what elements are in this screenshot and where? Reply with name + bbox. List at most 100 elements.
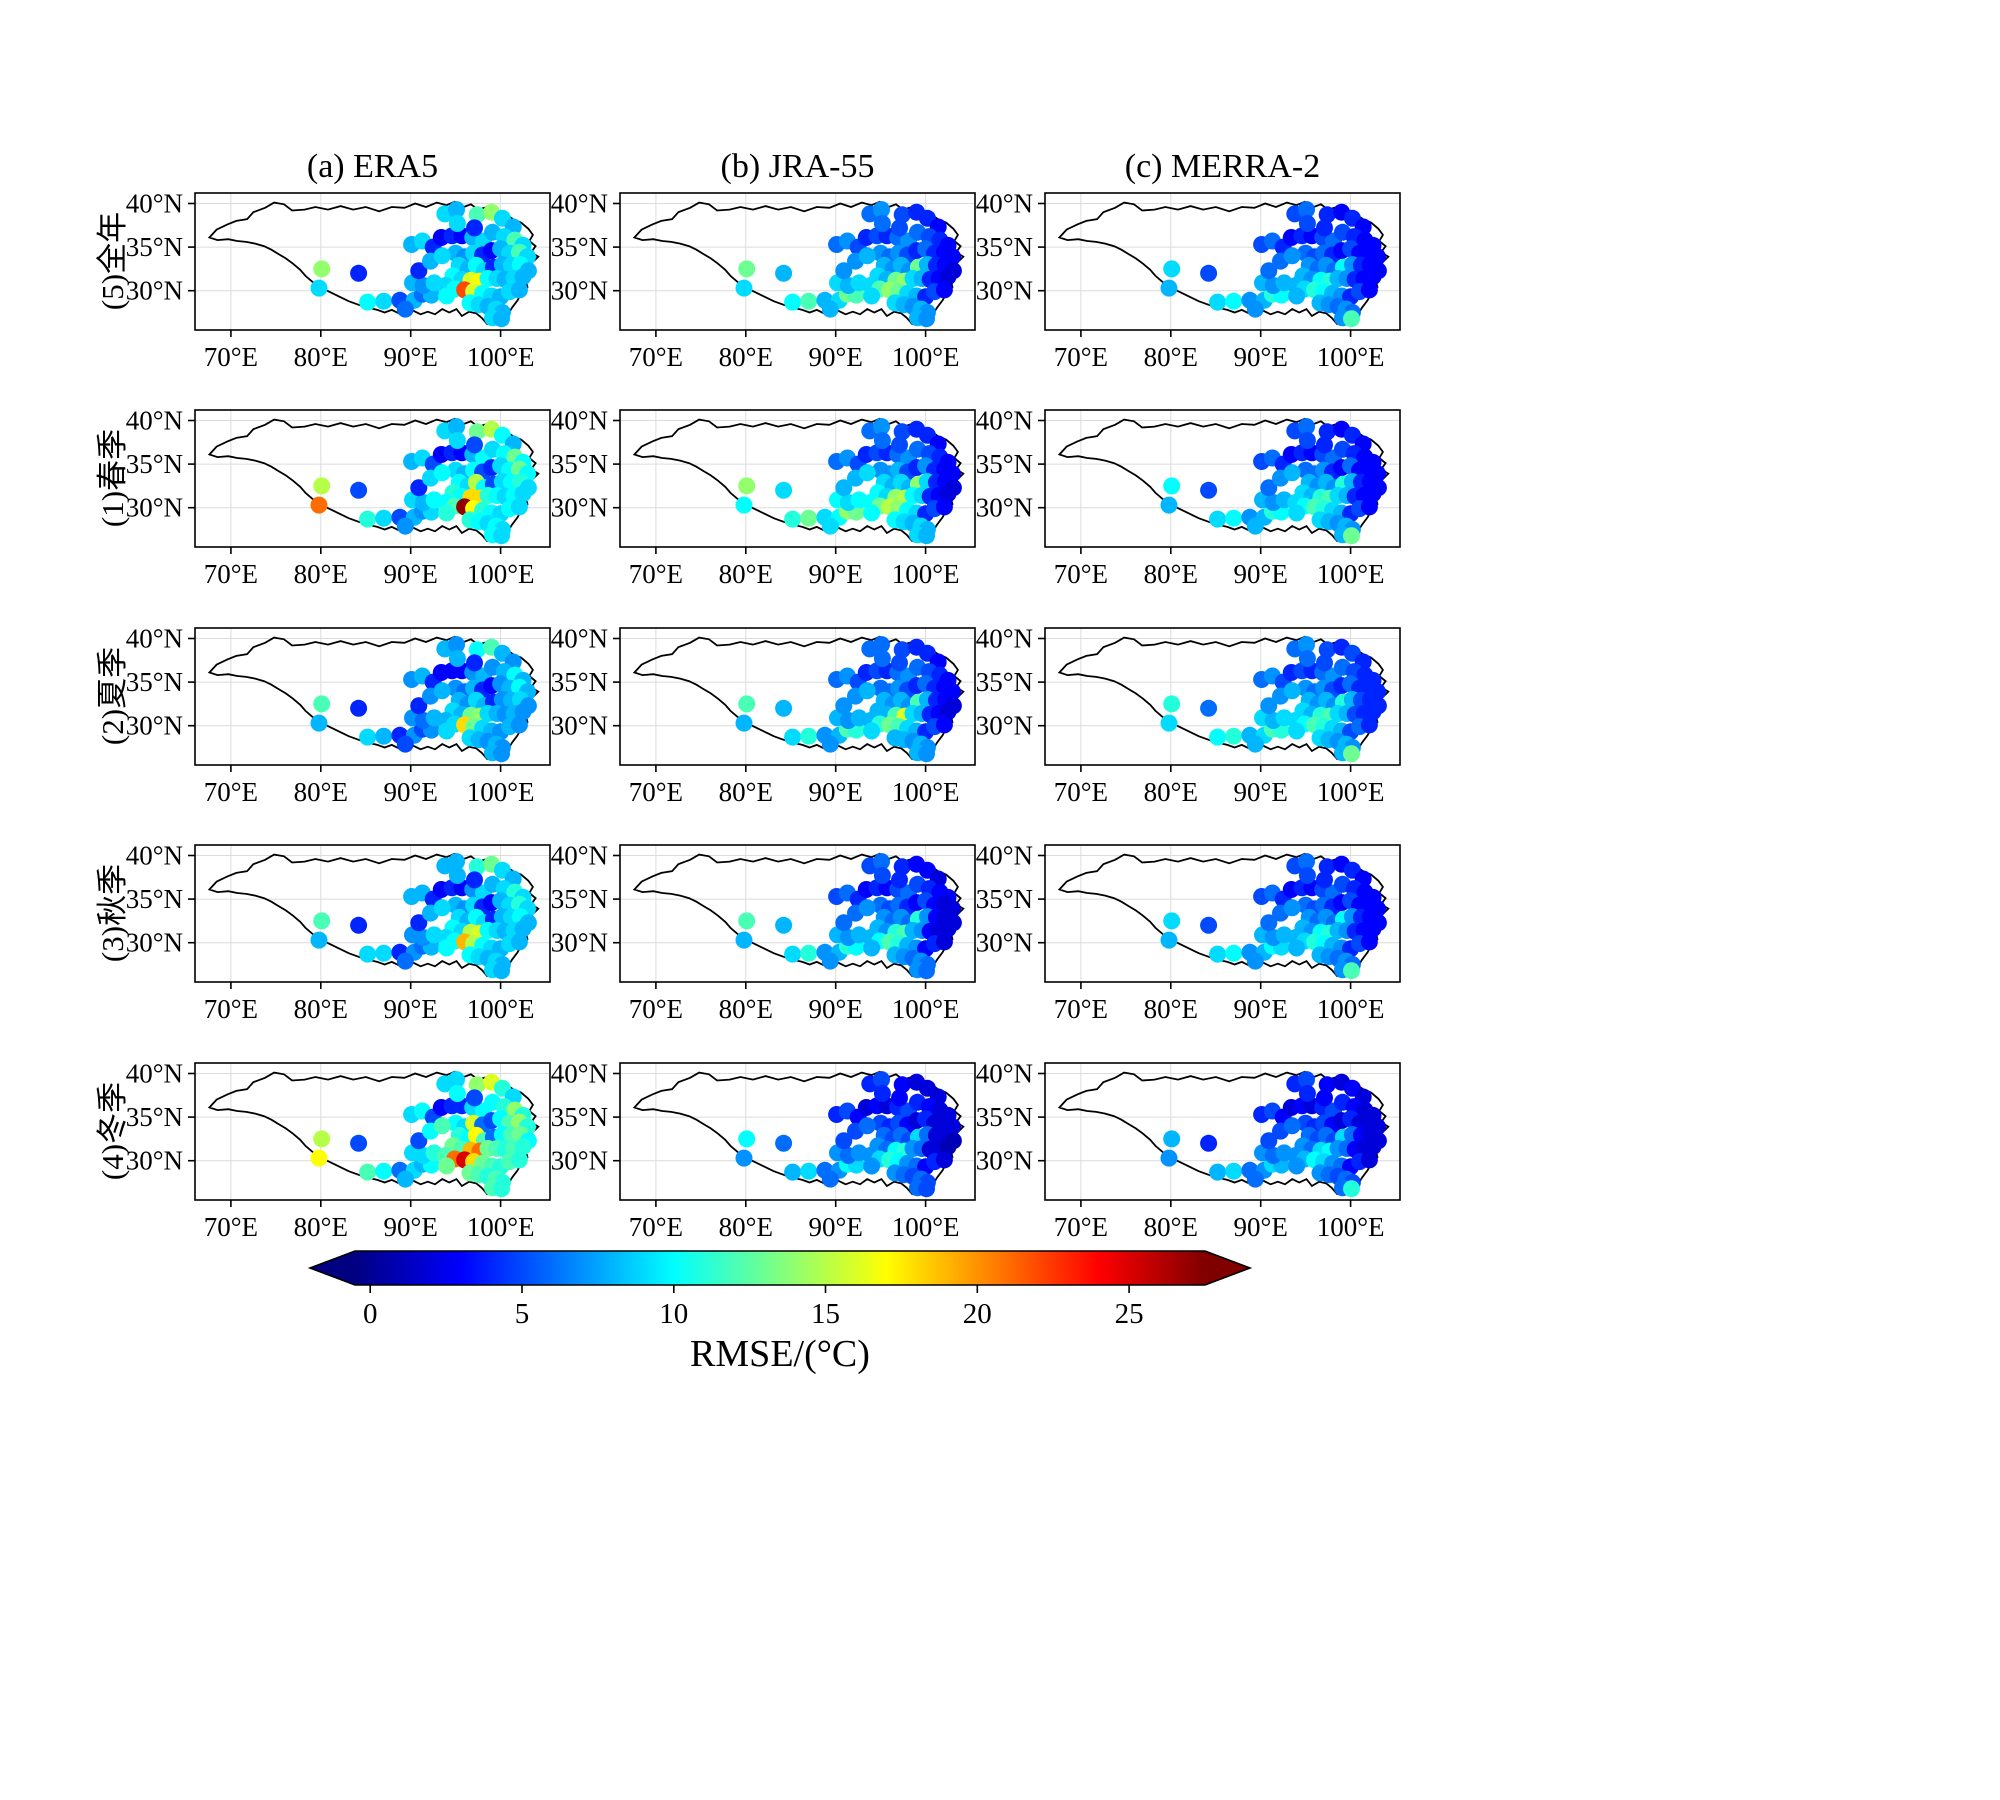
row-label-autumn: (3)秋季 bbox=[95, 863, 130, 963]
y-tick-label: 35°N bbox=[126, 884, 183, 914]
colorbar-tick-label: 25 bbox=[1115, 1298, 1144, 1330]
y-tick-label: 30°N bbox=[126, 493, 183, 523]
y-tick-label: 35°N bbox=[126, 667, 183, 697]
row-label-winter: (4)冬季 bbox=[95, 1081, 130, 1181]
x-tick-label: 100°E bbox=[1317, 559, 1385, 589]
stations-scatter bbox=[1160, 418, 1387, 545]
x-tick-label: 70°E bbox=[1054, 777, 1108, 807]
stations-scatter bbox=[735, 1071, 962, 1198]
x-tick-label: 90°E bbox=[384, 994, 438, 1024]
colorbar-tick-label: 20 bbox=[963, 1298, 992, 1330]
map-panel-cmerra2-row3: 70°E 80°E 90°E 100°E 30°N 35°N 40°N bbox=[976, 841, 1401, 1024]
y-tick-label: 35°N bbox=[551, 449, 608, 479]
stations-scatter bbox=[310, 201, 537, 328]
x-tick-label: 100°E bbox=[1317, 1212, 1385, 1242]
x-tick-label: 70°E bbox=[204, 1212, 258, 1242]
map-panel-aera5-row3: 70°E 80°E 90°E 100°E 30°N 35°N 40°N bbox=[126, 841, 551, 1024]
colorbar-tick-label: 15 bbox=[811, 1298, 840, 1330]
x-tick-label: 90°E bbox=[384, 777, 438, 807]
colorbar-svg: 0 5 10 15 20 25 bbox=[307, 1250, 1253, 1330]
stations-scatter bbox=[1160, 636, 1387, 763]
map-panel-aera5-row1: 70°E 80°E 90°E 100°E 30°N 35°N 40°N bbox=[126, 406, 551, 589]
x-tick-label: 100°E bbox=[892, 994, 960, 1024]
stations-scatter bbox=[310, 1071, 537, 1198]
y-tick-label: 40°N bbox=[126, 841, 183, 871]
y-tick-label: 35°N bbox=[126, 232, 183, 262]
x-tick-label: 90°E bbox=[384, 342, 438, 372]
map-panel-aera5-row0: 70°E 80°E 90°E 100°E 30°N 35°N 40°N bbox=[126, 189, 551, 372]
stations-scatter bbox=[1160, 853, 1387, 980]
x-tick-label: 80°E bbox=[294, 994, 348, 1024]
y-tick-label: 35°N bbox=[551, 232, 608, 262]
x-tick-label: 80°E bbox=[1144, 342, 1198, 372]
map-panel-bjra55-row2: 70°E 80°E 90°E 100°E 30°N 35°N 40°N bbox=[551, 624, 976, 807]
y-tick-label: 30°N bbox=[126, 711, 183, 741]
map-panel-cmerra2-row4: 70°E 80°E 90°E 100°E 30°N 35°N 40°N bbox=[976, 1059, 1401, 1242]
x-tick-label: 80°E bbox=[719, 1212, 773, 1242]
column-title-era5: (a) ERA5 bbox=[306, 148, 439, 185]
stations-scatter bbox=[735, 853, 962, 980]
colorbar-tick-label: 0 bbox=[363, 1298, 378, 1330]
y-tick-label: 30°N bbox=[976, 1146, 1033, 1176]
x-tick-label: 90°E bbox=[809, 1212, 863, 1242]
y-tick-label: 30°N bbox=[976, 928, 1033, 958]
y-tick-label: 35°N bbox=[126, 449, 183, 479]
x-tick-label: 70°E bbox=[629, 559, 683, 589]
column-title-jra55: (b) JRA-55 bbox=[720, 148, 875, 185]
y-tick-label: 30°N bbox=[551, 276, 608, 306]
row-label-annual: (5)全年 bbox=[95, 211, 130, 311]
y-tick-label: 30°N bbox=[551, 1146, 608, 1176]
map-panel-bjra55-row0: 70°E 80°E 90°E 100°E 30°N 35°N 40°N bbox=[551, 189, 976, 372]
x-tick-label: 80°E bbox=[719, 559, 773, 589]
y-tick-label: 40°N bbox=[551, 1059, 608, 1089]
map-panel-bjra55-row4: 70°E 80°E 90°E 100°E 30°N 35°N 40°N bbox=[551, 1059, 976, 1242]
y-tick-label: 30°N bbox=[976, 711, 1033, 741]
y-tick-label: 40°N bbox=[551, 841, 608, 871]
x-tick-label: 80°E bbox=[294, 342, 348, 372]
x-tick-label: 90°E bbox=[1234, 994, 1288, 1024]
stations-scatter bbox=[735, 201, 962, 328]
y-tick-label: 30°N bbox=[976, 493, 1033, 523]
x-tick-label: 100°E bbox=[467, 994, 535, 1024]
y-tick-label: 40°N bbox=[126, 189, 183, 219]
colorbar-tick-label: 10 bbox=[659, 1298, 688, 1330]
x-tick-label: 100°E bbox=[892, 777, 960, 807]
x-tick-label: 70°E bbox=[629, 1212, 683, 1242]
x-tick-label: 70°E bbox=[204, 994, 258, 1024]
x-tick-label: 100°E bbox=[892, 1212, 960, 1242]
x-tick-label: 90°E bbox=[1234, 777, 1288, 807]
colorbar-label: RMSE/(°C) bbox=[690, 1333, 870, 1375]
y-tick-label: 30°N bbox=[126, 276, 183, 306]
x-tick-label: 80°E bbox=[294, 559, 348, 589]
map-panel-aera5-row2: 70°E 80°E 90°E 100°E 30°N 35°N 40°N bbox=[126, 624, 551, 807]
x-tick-label: 90°E bbox=[384, 559, 438, 589]
row-label-spring: (1)春季 bbox=[95, 428, 130, 528]
stations-scatter bbox=[735, 418, 962, 545]
x-tick-label: 70°E bbox=[1054, 1212, 1108, 1242]
x-tick-label: 70°E bbox=[204, 342, 258, 372]
y-tick-label: 30°N bbox=[551, 493, 608, 523]
y-tick-label: 40°N bbox=[126, 624, 183, 654]
stations-scatter bbox=[310, 636, 537, 763]
x-tick-label: 80°E bbox=[294, 777, 348, 807]
x-tick-label: 80°E bbox=[1144, 777, 1198, 807]
map-panel-bjra55-row3: 70°E 80°E 90°E 100°E 30°N 35°N 40°N bbox=[551, 841, 976, 1024]
x-tick-label: 90°E bbox=[809, 777, 863, 807]
x-tick-label: 70°E bbox=[629, 994, 683, 1024]
y-tick-label: 40°N bbox=[976, 406, 1033, 436]
x-tick-label: 90°E bbox=[1234, 559, 1288, 589]
x-tick-label: 100°E bbox=[467, 342, 535, 372]
map-panel-aera5-row4: 70°E 80°E 90°E 100°E 30°N 35°N 40°N bbox=[126, 1059, 551, 1242]
y-tick-label: 35°N bbox=[126, 1102, 183, 1132]
stations-scatter bbox=[735, 636, 962, 763]
x-tick-label: 90°E bbox=[384, 1212, 438, 1242]
y-tick-label: 35°N bbox=[976, 1102, 1033, 1132]
y-tick-label: 30°N bbox=[551, 711, 608, 741]
stations-scatter bbox=[1160, 201, 1387, 328]
x-tick-label: 70°E bbox=[204, 777, 258, 807]
y-tick-label: 35°N bbox=[976, 232, 1033, 262]
y-tick-label: 30°N bbox=[551, 928, 608, 958]
column-title-merra2: (c) MERRA-2 bbox=[1124, 148, 1321, 185]
x-tick-label: 70°E bbox=[204, 559, 258, 589]
y-tick-label: 35°N bbox=[976, 667, 1033, 697]
